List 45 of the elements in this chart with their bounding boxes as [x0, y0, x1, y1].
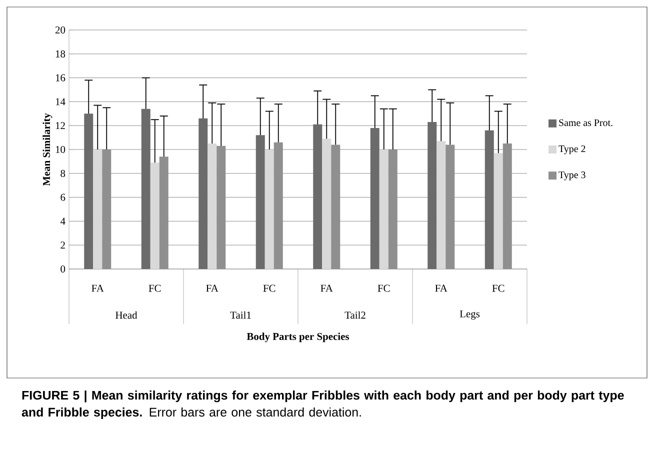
bar: [494, 153, 503, 269]
bar: [428, 122, 437, 269]
bar: [150, 162, 160, 269]
text: Tail1: [230, 311, 251, 319]
text: Tail2: [344, 311, 366, 319]
y-tick-label: 6: [60, 194, 66, 201]
bar: [93, 149, 102, 269]
text: Legs: [460, 310, 480, 320]
bar: [379, 149, 388, 269]
bar: [84, 114, 94, 269]
y-tick-label: 14: [56, 98, 66, 106]
y-tick-label: 0: [60, 265, 66, 273]
x-tick-label: FA: [92, 284, 104, 292]
y-tick-label: 20: [55, 26, 66, 34]
text: FIGURE 5 | Mean similarity ratings for exemplar Fribbles with each body part and per body part type and Fribble species. Error bars are one standard deviation.: [22, 390, 624, 420]
x-tick-label: FC: [148, 284, 161, 292]
bar: [256, 135, 265, 269]
bar: [313, 124, 322, 269]
y-tick-label: 16: [56, 74, 66, 82]
bar: [322, 138, 332, 269]
x-tick-label: FC: [492, 284, 504, 292]
bar: [370, 128, 380, 269]
text: Head: [116, 311, 138, 319]
y-tick-label: 2: [60, 242, 65, 249]
legend-label: Same as Prot.: [559, 119, 612, 126]
bar: [198, 118, 208, 269]
y-tick-label: 18: [56, 50, 66, 58]
bar: [264, 149, 274, 269]
x-tick-label: FC: [378, 284, 390, 292]
y-tick-label: 8: [60, 170, 66, 177]
x-tick-label: FC: [263, 284, 276, 292]
y-tick-label: 10: [56, 146, 66, 154]
x-tick-label: FA: [435, 284, 448, 292]
bar: [208, 144, 217, 269]
y-tick-label: 12: [56, 122, 65, 130]
legend-label: Type 3: [558, 172, 586, 180]
y-tick-label: 4: [60, 218, 66, 225]
bar: [436, 141, 446, 269]
bar: [484, 130, 494, 269]
x-axis-title: Body Parts per Species: [246, 332, 350, 342]
y-axis-title: Mean Similarity: [42, 113, 52, 186]
bar: [141, 108, 150, 269]
x-tick-label: FA: [206, 284, 218, 292]
x-tick-label: FA: [320, 284, 333, 292]
legend-label: Type 2: [558, 145, 586, 154]
